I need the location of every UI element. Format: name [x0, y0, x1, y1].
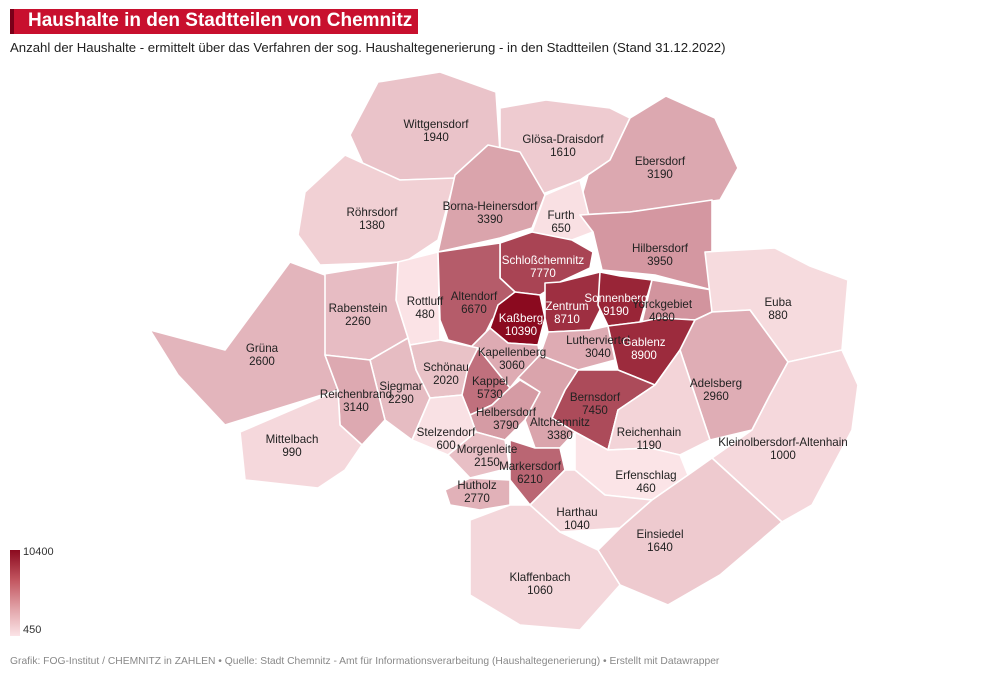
district-value-label: 880: [768, 309, 787, 322]
district-value-label: 1940: [423, 131, 449, 144]
district-value-label: 1060: [527, 584, 553, 597]
district-name-label: Morgenleite: [457, 443, 518, 456]
district-name-label: Grüna: [246, 342, 279, 355]
district-value-label: 600: [436, 439, 455, 452]
district-value-label: 1640: [647, 541, 673, 554]
district-name-label: Ebersdorf: [635, 155, 686, 168]
color-legend: 10400 450: [10, 546, 70, 638]
district-value-label: 3060: [499, 359, 525, 372]
district-name-label: Yorckgebiet: [632, 298, 693, 311]
district-value-label: 2020: [433, 374, 459, 387]
district-value-label: 1190: [637, 439, 662, 452]
district-value-label: 4080: [649, 311, 675, 324]
district-value-label: 990: [282, 446, 301, 459]
district-name-label: Kaßberg: [499, 312, 543, 325]
district-name-label: Röhrsdorf: [347, 206, 399, 219]
district-value-label: 3390: [477, 213, 503, 226]
district-name-label: Schönau: [423, 361, 469, 374]
legend-gradient-bar: [10, 550, 20, 636]
district-name-label: Euba: [764, 296, 792, 309]
district-name-label: Kappel: [472, 375, 508, 388]
district-name-label: Harthau: [556, 506, 597, 519]
district-value-label: 2260: [345, 315, 371, 328]
district-value-label: 2770: [464, 492, 490, 505]
district-name-label: Kleinolbersdorf-Altenhain: [718, 436, 848, 449]
district-value-label: 7450: [582, 404, 608, 417]
district-value-label: 1610: [550, 146, 576, 159]
district-value-label: 1040: [564, 519, 590, 532]
district-name-label: Stelzendorf: [417, 426, 476, 439]
district-name-label: Bernsdorf: [570, 391, 621, 404]
district-value-label: 650: [551, 222, 570, 235]
district-name-label: Hilbersdorf: [632, 242, 689, 255]
district-name-label: Borna-Heinersdorf: [443, 200, 539, 213]
district-value-label: 2600: [249, 355, 275, 368]
district-name-label: Gablenz: [622, 336, 665, 349]
district-name-label: Mittelbach: [266, 433, 319, 446]
district-value-label: 2290: [388, 393, 414, 406]
district-name-label: Reichenhain: [617, 426, 681, 439]
legend-min-label: 450: [23, 624, 42, 636]
source-footer: Grafik: FOG-Institut / CHEMNITZ in ZAHLE…: [10, 656, 720, 667]
district-name-label: Lutherviertel: [566, 334, 630, 347]
district-value-label: 8710: [554, 313, 580, 326]
district-name-label: Rabenstein: [329, 302, 388, 315]
district-morgenleite[interactable]: [447, 431, 511, 479]
title-block: Haushalte in den Stadtteilen von Chemnit…: [10, 9, 419, 34]
district-name-label: Schloßchemnitz: [502, 254, 585, 267]
district-value-label: 460: [636, 482, 655, 495]
district-value-label: 1000: [770, 449, 796, 462]
district-gruena[interactable]: [149, 261, 339, 426]
district-name-label: Reichenbrand: [320, 388, 392, 401]
legend-max-label: 10400: [23, 546, 54, 558]
district-name-label: Klaffenbach: [509, 571, 570, 584]
district-value-label: 3190: [647, 168, 673, 181]
district-name-label: Altchemnitz: [530, 416, 590, 429]
district-name-label: Rottluff: [407, 295, 444, 308]
district-furth[interactable]: [531, 179, 594, 241]
district-name-label: Glösa-Draisdorf: [522, 133, 604, 146]
district-value-label: 10390: [505, 325, 537, 338]
district-name-label: Wittgensdorf: [403, 118, 469, 131]
district-name-label: Furth: [547, 209, 574, 222]
district-value-label: 5730: [477, 388, 503, 401]
district-value-label: 1380: [359, 219, 385, 232]
district-value-label: 3140: [343, 401, 369, 414]
district-roehrsdorf[interactable]: [297, 154, 456, 266]
district-mittelbach[interactable]: [239, 389, 363, 489]
district-value-label: 3790: [493, 419, 519, 432]
district-zentrum[interactable]: [544, 271, 606, 333]
district-value-label: 2150: [474, 456, 500, 469]
district-name-label: Siegmar: [379, 380, 422, 393]
district-klaffenbach[interactable]: [469, 504, 621, 631]
district-value-label: 7770: [530, 267, 556, 280]
district-name-label: Helbersdorf: [476, 406, 537, 419]
district-value-label: 6210: [517, 473, 543, 486]
district-name-label: Kapellenberg: [478, 346, 546, 359]
district-value-label: 480: [415, 308, 434, 321]
district-value-label: 3380: [547, 429, 573, 442]
district-value-label: 8900: [631, 349, 657, 362]
district-value-label: 3040: [585, 347, 611, 360]
district-hilbersdorf[interactable]: [579, 199, 713, 291]
district-name-label: Markersdorf: [499, 460, 562, 473]
district-value-label: 9190: [603, 305, 629, 318]
district-name-label: Zentrum: [545, 300, 588, 313]
district-name-label: Erfenschlag: [615, 469, 676, 482]
district-name-label: Hutholz: [457, 479, 497, 492]
district-name-label: Adelsberg: [690, 377, 742, 390]
district-name-label: Einsiedel: [636, 528, 683, 541]
district-value-label: 6670: [461, 303, 487, 316]
chart-subtitle: Anzahl der Haushalte - ermittelt über da…: [10, 40, 726, 55]
district-harthau[interactable]: [529, 469, 653, 533]
district-name-label: Altendorf: [451, 290, 498, 303]
district-name-label: Sonnenberg: [584, 292, 647, 305]
district-value-label: 2960: [703, 390, 729, 403]
district-value-label: 3950: [647, 255, 673, 268]
chart-title: Haushalte in den Stadtteilen von Chemnit…: [10, 9, 419, 34]
